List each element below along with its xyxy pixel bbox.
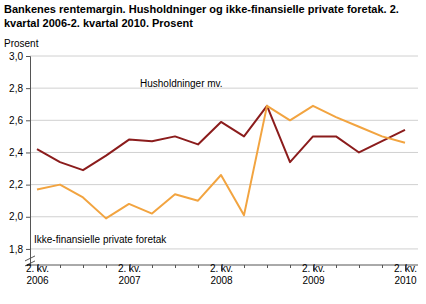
x-tick-mark <box>382 265 383 268</box>
x-tick-label: 2. kv.2007 <box>118 263 141 286</box>
grid-line <box>30 184 418 185</box>
y-tick-label: 2,6 <box>9 115 23 126</box>
x-tick-mark <box>290 265 291 268</box>
y-tick: 2,8 <box>9 83 30 94</box>
x-tick-mark <box>359 265 360 268</box>
y-tick: 2,2 <box>9 179 30 190</box>
x-tick-label: 2. kv.2006 <box>26 263 49 286</box>
x-tick <box>198 265 199 268</box>
x-tick <box>106 265 107 268</box>
y-tick-label: 2,8 <box>9 83 23 94</box>
x-tick <box>336 265 337 268</box>
series-label: Ikke-finansielle private foretak <box>34 234 167 245</box>
x-tick-mark <box>198 265 199 268</box>
y-tick: 3,0 <box>9 51 30 62</box>
x-tick <box>382 265 383 268</box>
x-tick: 2. kv.2008 <box>210 263 233 286</box>
x-tick <box>267 265 268 268</box>
y-tick-label: 2,2 <box>9 179 23 190</box>
x-tick-mark <box>336 265 337 268</box>
grid-line <box>30 216 418 217</box>
x-tick-mark <box>106 265 107 268</box>
y-tick-mark <box>26 120 30 121</box>
x-tick: 2. kv.2006 <box>26 263 49 286</box>
y-axis: 1,8 2,0 2,2 2,4 2,6 2,8 3,0 <box>9 51 30 266</box>
x-axis: 2. kv.2006 2. kv.2007 2. kv.2008 2. kv.2009… <box>26 263 418 286</box>
y-tick: 2,0 <box>9 211 30 222</box>
x-tick-label: 2. kv.2008 <box>210 263 233 286</box>
y-tick-label: 2,0 <box>9 211 23 222</box>
series-line <box>37 106 405 219</box>
x-tick: 2. kv.2009 <box>302 263 325 286</box>
x-tick: 2. kv.2007 <box>118 263 141 286</box>
x-tick-mark <box>175 265 176 268</box>
chart: Bankenes rentemargin. Husholdninger og i… <box>0 0 426 304</box>
y-tick: 1,8 <box>9 244 30 255</box>
y-tick-mark <box>26 56 30 57</box>
x-tick-mark <box>83 265 84 268</box>
x-tick: 2. kv.2010 <box>394 263 417 286</box>
grid-line <box>30 120 418 121</box>
y-tick: 2,6 <box>9 115 30 126</box>
x-tick <box>152 265 153 268</box>
y-tick-mark <box>26 88 30 89</box>
grid <box>30 56 418 249</box>
y-axis-title: Prosent <box>4 38 39 49</box>
lines <box>37 106 405 219</box>
x-tick-label: 2. kv.2009 <box>302 263 325 286</box>
x-tick <box>83 265 84 268</box>
y-tick-label: 2,4 <box>9 147 23 158</box>
x-tick-mark <box>244 265 245 268</box>
y-tick-label: 1,8 <box>9 244 23 255</box>
x-tick <box>290 265 291 268</box>
x-tick-mark <box>152 265 153 268</box>
y-tick-mark <box>26 185 30 186</box>
x-tick <box>175 265 176 268</box>
title: Bankenes rentemargin. Husholdninger og i… <box>4 3 399 29</box>
y-tick-label: 3,0 <box>9 51 23 62</box>
x-tick-label: 2. kv.2010 <box>394 263 417 286</box>
grid-line <box>30 248 418 249</box>
grid-line <box>30 88 418 89</box>
series-line <box>37 106 405 170</box>
y-tick: 2,4 <box>9 147 30 158</box>
y-tick-mark <box>26 152 30 153</box>
x-tick-mark <box>60 265 61 268</box>
y-tick-mark <box>26 249 30 250</box>
series-label: Husholdninger mv. <box>140 78 223 89</box>
x-tick <box>244 265 245 268</box>
x-tick <box>359 265 360 268</box>
grid-line <box>30 56 418 57</box>
x-tick-mark <box>267 265 268 268</box>
y-axis-line <box>26 57 31 266</box>
y-tick-mark <box>26 217 30 218</box>
x-tick <box>60 265 61 268</box>
